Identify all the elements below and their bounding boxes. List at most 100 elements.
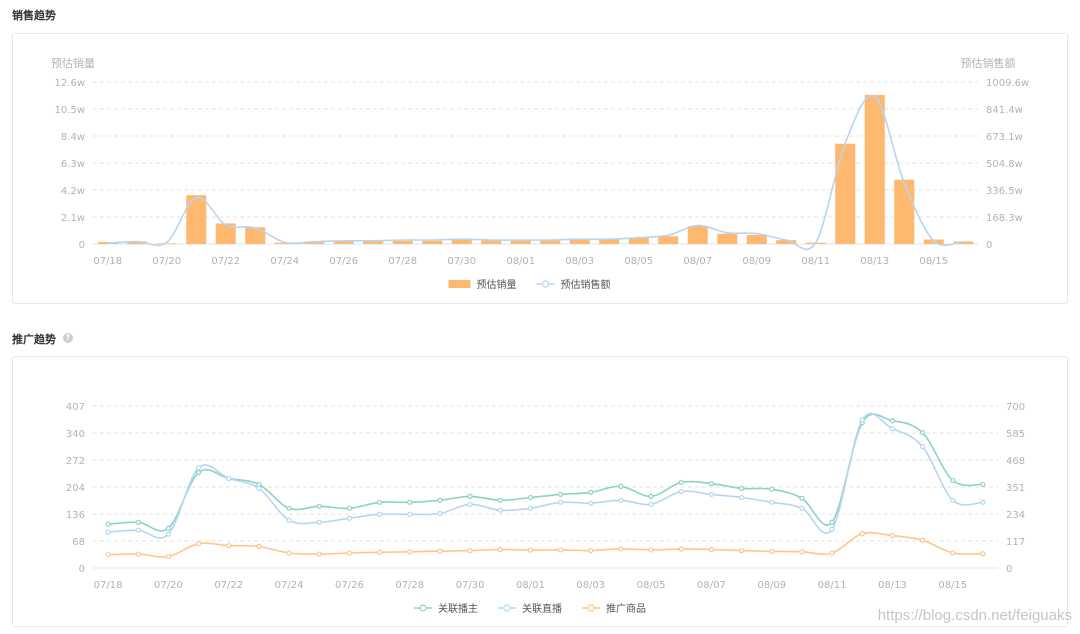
- y-left-tick-label: 6.3w: [61, 159, 85, 170]
- series-line: [108, 412, 983, 539]
- bar: [422, 240, 443, 244]
- data-point: [950, 477, 956, 484]
- sales-chart-panel: 0 0 2.1w 168.3w 4.2w 336.5w 6.3w 504.8w 8.4w 673.…: [12, 33, 1068, 304]
- legend-label: 关联播主: [438, 602, 478, 615]
- data-point: [799, 495, 805, 501]
- legend-label: 预估销售额: [561, 278, 611, 291]
- watermark-text: https://blog.csdn.net/feiguaks: [877, 607, 1072, 624]
- x-tick-label: 07/28: [395, 580, 424, 591]
- data-point: [105, 521, 111, 527]
- data-point: [527, 505, 534, 511]
- y-left-tick-label: 136: [66, 510, 85, 521]
- data-point: [859, 417, 865, 423]
- data-point: [769, 548, 775, 554]
- promo-chart-panel: 0 0 68 117 136 234 204 351 272 468 340 585 407 700 07/…: [12, 356, 1068, 627]
- bar: [215, 223, 236, 244]
- y-right-tick-label: 336.5w: [986, 186, 1023, 197]
- data-point: [919, 430, 926, 436]
- bar: [746, 235, 767, 244]
- data-point: [286, 505, 292, 511]
- data-point: [557, 499, 564, 505]
- x-tick-label: 08/05: [637, 580, 666, 591]
- x-tick-label: 08/09: [757, 580, 786, 591]
- help-icon[interactable]: ?: [63, 333, 73, 343]
- data-point: [376, 511, 383, 517]
- y-right-tick-label: 117: [1006, 537, 1025, 548]
- data-point: [889, 426, 896, 432]
- y-left-tick-label: 407: [66, 402, 85, 413]
- data-point: [648, 493, 654, 499]
- data-point: [316, 503, 322, 509]
- y-right-tick-label: 841.4w: [986, 105, 1023, 116]
- x-tick-label: 08/01: [516, 580, 545, 591]
- data-point: [105, 529, 111, 535]
- data-point: [678, 488, 684, 495]
- x-tick-label: 08/13: [860, 256, 889, 267]
- y-left-tick-label: 8.4w: [61, 132, 85, 143]
- data-point: [407, 499, 413, 505]
- data-point: [256, 543, 262, 550]
- data-point: [467, 501, 473, 507]
- y-left-tick-label: 0: [79, 564, 85, 575]
- data-point: [407, 549, 413, 555]
- x-tick-label: 08/05: [624, 256, 653, 267]
- y-right-axis-title: 预估销售额: [961, 56, 1016, 70]
- data-point: [165, 553, 172, 560]
- data-point: [799, 505, 805, 511]
- bar: [628, 237, 649, 244]
- bar: [451, 239, 472, 244]
- legend-marker: [419, 604, 427, 612]
- data-point: [829, 519, 835, 525]
- bar: [953, 241, 974, 244]
- data-point: [346, 515, 353, 521]
- data-point: [678, 546, 684, 552]
- data-point: [376, 549, 383, 555]
- y-right-tick-label: 1009.6w: [986, 78, 1029, 89]
- data-point: [407, 511, 413, 517]
- data-point: [618, 546, 624, 552]
- x-tick-label: 08/15: [938, 580, 967, 591]
- data-point: [618, 483, 624, 490]
- data-point: [829, 526, 835, 532]
- data-point: [346, 550, 353, 556]
- x-tick-label: 07/26: [329, 256, 358, 267]
- x-tick-label: 08/13: [878, 580, 907, 591]
- data-point: [467, 548, 473, 554]
- bar: [510, 240, 531, 244]
- data-point: [286, 517, 292, 523]
- y-right-tick-label: 468: [1006, 456, 1025, 467]
- x-tick-label: 07/26: [335, 580, 364, 591]
- y-left-tick-label: 68: [72, 537, 85, 548]
- data-point: [618, 497, 624, 503]
- data-point: [135, 519, 141, 525]
- x-tick-label: 07/22: [211, 256, 240, 267]
- legend-label: 推广商品: [606, 602, 646, 615]
- bar: [363, 241, 384, 244]
- data-point: [316, 551, 322, 557]
- data-point: [588, 548, 594, 554]
- data-point: [678, 479, 684, 486]
- bar: [97, 242, 118, 244]
- data-point: [497, 507, 503, 513]
- x-tick-label: 08/11: [818, 580, 847, 591]
- bar: [186, 195, 207, 244]
- series-line: [107, 94, 964, 250]
- data-point: [135, 551, 141, 557]
- x-tick-label: 08/03: [565, 256, 594, 267]
- data-point: [950, 497, 956, 503]
- bar: [127, 241, 148, 244]
- legend-swatch: [448, 280, 471, 288]
- bar: [658, 236, 679, 244]
- data-point: [557, 547, 564, 553]
- data-point: [376, 499, 383, 505]
- bar: [776, 240, 797, 244]
- data-point: [497, 497, 503, 503]
- legend-marker: [541, 280, 550, 288]
- x-tick-label: 08/03: [576, 580, 605, 591]
- x-tick-label: 07/24: [270, 256, 299, 267]
- data-point: [557, 491, 564, 497]
- bar: [245, 227, 266, 244]
- legend-marker: [587, 604, 595, 612]
- x-tick-label: 07/18: [94, 580, 123, 591]
- sales-trend-chart: 0 0 2.1w 168.3w 4.2w 336.5w 6.3w 504.8w 8.4w 673.…: [51, 56, 1029, 291]
